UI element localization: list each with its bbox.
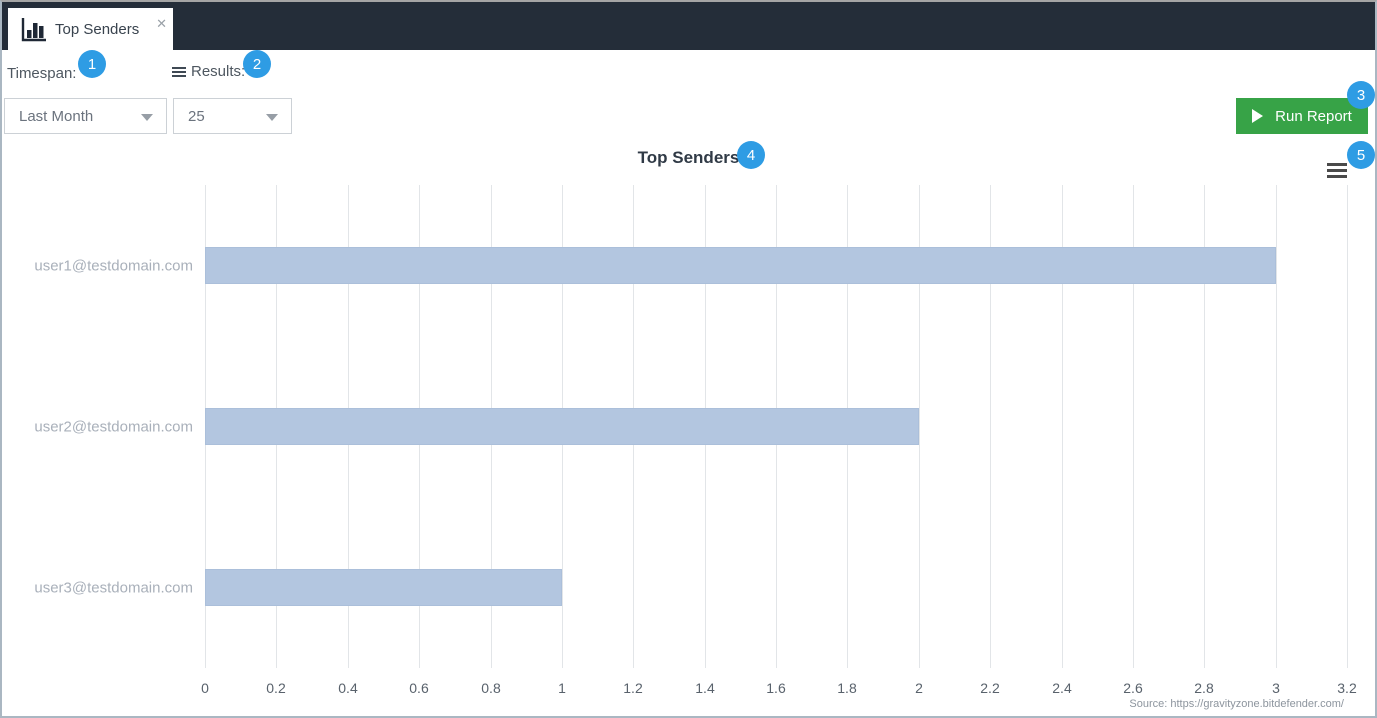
chart-bar[interactable] xyxy=(205,408,919,445)
timespan-value: Last Month xyxy=(19,107,94,125)
x-tick-label: 1 xyxy=(558,680,566,696)
x-tick-label: 1.2 xyxy=(623,680,643,696)
results-value: 25 xyxy=(188,107,205,125)
tab-top-senders[interactable]: Top Senders ✕ xyxy=(8,8,173,50)
chevron-down-icon xyxy=(266,114,278,121)
y-axis-labels: user1@testdomain.com user2@testdomain.com… xyxy=(0,185,193,668)
category-label: user1@testdomain.com xyxy=(34,257,193,275)
x-tick-label: 1.6 xyxy=(766,680,786,696)
run-report-button[interactable]: Run Report xyxy=(1236,98,1368,134)
plot-area xyxy=(205,185,1348,668)
list-icon xyxy=(172,65,186,79)
chart-menu-icon[interactable] xyxy=(1327,163,1347,181)
results-select[interactable]: 25 xyxy=(173,98,292,134)
gridline xyxy=(990,185,991,668)
x-tick-label: 2.6 xyxy=(1123,680,1143,696)
run-report-label: Run Report xyxy=(1275,107,1352,125)
x-tick-label: 2.4 xyxy=(1052,680,1072,696)
x-tick-label: 0.2 xyxy=(266,680,286,696)
x-tick-label: 0.4 xyxy=(338,680,358,696)
gridline xyxy=(1204,185,1205,668)
chevron-down-icon xyxy=(141,114,153,121)
timespan-label: Timespan: xyxy=(7,65,77,82)
chart-title: Top Senders xyxy=(637,148,740,167)
chart-bar[interactable] xyxy=(205,569,562,606)
x-tick-label: 2.8 xyxy=(1194,680,1214,696)
x-axis: 0 0.2 0.4 0.6 0.8 1 1.2 1.4 1.6 1.8 2 2.2 2.4 2.6 2.8 3… xyxy=(201,680,1357,700)
gridline xyxy=(1133,185,1134,668)
x-tick-label: 1.8 xyxy=(837,680,857,696)
annotation-badge-1: 1 xyxy=(78,50,106,78)
gridline xyxy=(1062,185,1063,668)
annotation-badge-2: 2 xyxy=(243,50,271,78)
category-label: user3@testdomain.com xyxy=(34,579,193,597)
bar-chart-icon xyxy=(21,17,46,41)
x-tick-label: 3 xyxy=(1272,680,1280,696)
source-caption: Source: https://gravityzone.bitdefender.… xyxy=(1129,698,1344,710)
gridline xyxy=(1276,185,1277,668)
annotation-badge-5: 5 xyxy=(1347,141,1375,169)
x-tick-label: 2 xyxy=(915,680,923,696)
results-label-group: Results: xyxy=(172,63,245,80)
close-icon[interactable]: ✕ xyxy=(156,16,167,31)
x-tick-label: 3.2 xyxy=(1337,680,1357,696)
x-tick-label: 0 xyxy=(201,680,209,696)
chart-bar[interactable] xyxy=(205,247,1276,284)
x-tick-label: 0.8 xyxy=(481,680,501,696)
x-tick-label: 1.4 xyxy=(695,680,715,696)
x-tick-label: 2.2 xyxy=(980,680,1000,696)
annotation-badge-4: 4 xyxy=(737,141,765,169)
gridline xyxy=(919,185,920,668)
gridline xyxy=(1347,185,1348,668)
category-label: user2@testdomain.com xyxy=(34,418,193,436)
annotation-badge-3: 3 xyxy=(1347,81,1375,109)
tab-label: Top Senders xyxy=(55,20,140,38)
top-bar: Top Senders ✕ xyxy=(0,0,1377,50)
x-tick-label: 0.6 xyxy=(409,680,429,696)
play-icon xyxy=(1252,109,1264,123)
timespan-select[interactable]: Last Month xyxy=(4,98,167,134)
results-label: Results: xyxy=(191,63,246,80)
